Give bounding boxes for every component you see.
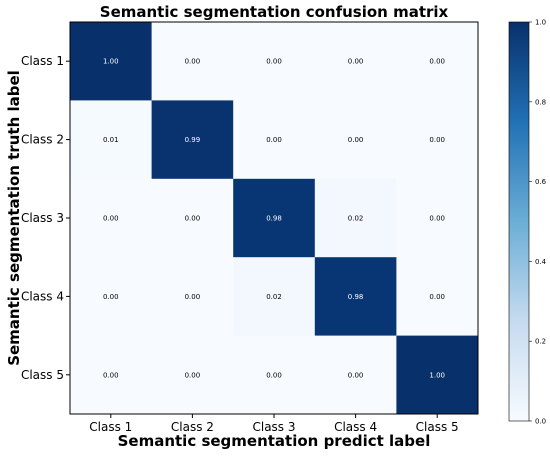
cell-value-label: 0.00 bbox=[103, 371, 119, 379]
heatmap-cell bbox=[314, 22, 397, 101]
cell-value-label: 0.98 bbox=[266, 215, 282, 223]
heatmap-cell bbox=[233, 22, 316, 101]
cell-value-label: 0.02 bbox=[348, 215, 364, 223]
x-tick-label: Class 1 bbox=[89, 420, 132, 434]
heatmap-cell bbox=[314, 335, 397, 415]
y-tick-label: Class 5 bbox=[21, 368, 64, 382]
y-axis-ticks: Class 1 Class 2 Class 3 Class 4 Class 5 bbox=[21, 54, 70, 382]
heatmap-cell bbox=[70, 22, 153, 101]
chart-title: Semantic segmentation confusion matrix bbox=[100, 3, 449, 21]
colorbar-tick-label: 0.4 bbox=[535, 258, 547, 266]
cell-value-label: 0.01 bbox=[103, 136, 119, 144]
x-axis-label: Semantic segmentation predict label bbox=[118, 432, 431, 450]
cell-value-label: 0.00 bbox=[266, 371, 282, 379]
heatmap-cell bbox=[396, 100, 479, 180]
colorbar-tick-label: 1.0 bbox=[535, 19, 546, 27]
cell-value-label: 0.02 bbox=[266, 293, 282, 301]
heatmap-cell bbox=[151, 178, 234, 258]
heatmap-cell bbox=[151, 257, 234, 337]
heatmap-cell bbox=[396, 178, 479, 258]
heatmap-cell bbox=[314, 100, 397, 180]
heatmap-cell bbox=[151, 22, 234, 101]
cell-value-label: 0.00 bbox=[429, 215, 445, 223]
heatmap-cell bbox=[396, 22, 479, 101]
cell-value-label: 0.98 bbox=[348, 293, 364, 301]
y-tick-label: Class 3 bbox=[21, 211, 64, 225]
heatmap-cells bbox=[70, 22, 479, 415]
cell-value-label: 0.00 bbox=[348, 136, 364, 144]
cell-value-label: 0.00 bbox=[266, 58, 282, 66]
heatmap-cell bbox=[70, 100, 153, 180]
cell-value-label: 0.00 bbox=[185, 58, 201, 66]
cell-value-label: 1.00 bbox=[429, 371, 445, 379]
cell-value-label: 0.00 bbox=[103, 215, 119, 223]
cell-value-label: 0.00 bbox=[429, 58, 445, 66]
heatmap-cell bbox=[233, 100, 316, 180]
cell-value-label: 0.00 bbox=[185, 293, 201, 301]
heatmap-cell bbox=[314, 178, 397, 258]
colorbar-tick-label: 0.2 bbox=[535, 338, 546, 346]
colorbar-ticks: 0.0 0.2 0.4 0.6 0.8 1.0 bbox=[529, 19, 547, 426]
colorbar-tick-label: 0.8 bbox=[535, 98, 546, 106]
heatmap-cell bbox=[396, 335, 479, 415]
heatmap-cell bbox=[314, 257, 397, 337]
y-axis-label: Semantic segmentation truth label bbox=[5, 70, 23, 366]
cell-value-label: 0.00 bbox=[103, 293, 119, 301]
cell-value-label: 0.00 bbox=[348, 371, 364, 379]
x-tick-label: Class 2 bbox=[171, 420, 214, 434]
colorbar-tick-label: 0.0 bbox=[535, 418, 546, 426]
cell-value-label: 0.00 bbox=[429, 136, 445, 144]
heatmap-cell bbox=[70, 178, 153, 258]
y-tick-label: Class 1 bbox=[21, 54, 64, 68]
heatmap-cell bbox=[233, 178, 316, 258]
x-tick-label: Class 3 bbox=[252, 420, 295, 434]
cell-value-label: 0.00 bbox=[185, 371, 201, 379]
heatmap-cell bbox=[233, 335, 316, 415]
cell-value-label: 0.00 bbox=[429, 293, 445, 301]
heatmap-cell bbox=[396, 257, 479, 337]
cell-value-label: 0.00 bbox=[348, 58, 364, 66]
y-tick-label: Class 2 bbox=[21, 133, 64, 147]
heatmap-cell bbox=[151, 335, 234, 415]
heatmap-cell bbox=[70, 257, 153, 337]
cell-value-label: 0.00 bbox=[185, 215, 201, 223]
colorbar bbox=[508, 21, 530, 422]
x-axis-ticks: Class 1 Class 2 Class 3 Class 4 Class 5 bbox=[89, 414, 459, 434]
x-tick-label: Class 5 bbox=[416, 420, 459, 434]
cell-value-label: 0.99 bbox=[185, 136, 201, 144]
heatmap-cell bbox=[70, 335, 153, 415]
heatmap-cell bbox=[151, 100, 234, 180]
y-tick-label: Class 4 bbox=[21, 289, 64, 303]
cell-value-label: 0.00 bbox=[266, 136, 282, 144]
colorbar-tick-label: 0.6 bbox=[535, 178, 547, 186]
heatmap-cell bbox=[233, 257, 316, 337]
cell-value-label: 1.00 bbox=[103, 58, 119, 66]
heatmap-cell-labels: 1.00 0.00 0.00 0.00 0.00 0.01 0.99 0.00 0.00 0.00… bbox=[103, 58, 445, 380]
x-tick-label: Class 4 bbox=[334, 420, 377, 434]
